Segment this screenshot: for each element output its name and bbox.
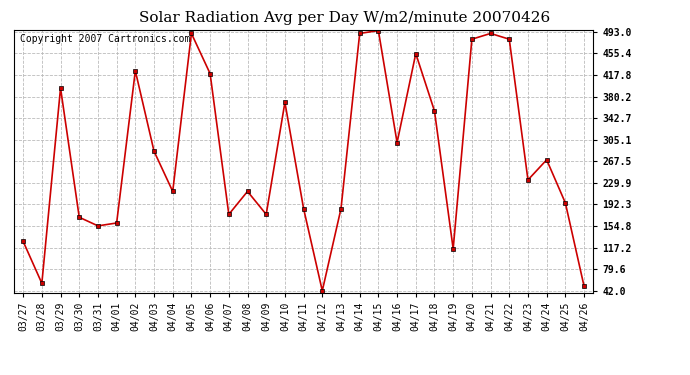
Text: Solar Radiation Avg per Day W/m2/minute 20070426: Solar Radiation Avg per Day W/m2/minute … <box>139 11 551 25</box>
Text: Copyright 2007 Cartronics.com: Copyright 2007 Cartronics.com <box>19 34 190 44</box>
